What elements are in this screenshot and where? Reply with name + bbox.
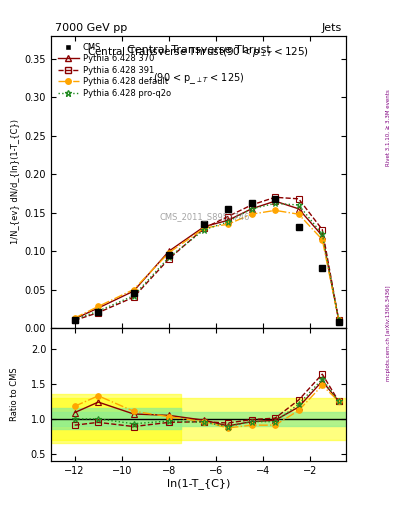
Bar <box>51 412 346 426</box>
Bar <box>51 398 346 440</box>
Text: Central Transverse Thrust$(90 < p_{\perp T} < 125)$: Central Transverse Thrust$(90 < p_{\perp… <box>88 45 309 58</box>
Text: mcplots.cern.ch [arXiv:1306.3436]: mcplots.cern.ch [arXiv:1306.3436] <box>386 285 391 380</box>
Text: 7000 GeV pp: 7000 GeV pp <box>55 23 127 33</box>
Text: Rivet 3.1.10, ≥ 3.3M events: Rivet 3.1.10, ≥ 3.3M events <box>386 90 391 166</box>
Text: Jets: Jets <box>321 23 342 33</box>
Legend: CMS, Pythia 6.428 370, Pythia 6.428 391, Pythia 6.428 default, Pythia 6.428 pro-: CMS, Pythia 6.428 370, Pythia 6.428 391,… <box>55 40 173 100</box>
Y-axis label: 1/N_{ev} dN/d_{ln}(1-T_{C}): 1/N_{ev} dN/d_{ln}(1-T_{C}) <box>10 119 19 244</box>
Text: CMS_2011_S8957746: CMS_2011_S8957746 <box>159 212 250 222</box>
Text: Central Transverse Thrust: Central Transverse Thrust <box>127 45 270 55</box>
X-axis label: ln(1-T_{C}): ln(1-T_{C}) <box>167 478 230 489</box>
Text: (90 < p_$_{\perp T}$ < 125): (90 < p_$_{\perp T}$ < 125) <box>153 71 244 86</box>
Y-axis label: Ratio to CMS: Ratio to CMS <box>10 368 19 421</box>
